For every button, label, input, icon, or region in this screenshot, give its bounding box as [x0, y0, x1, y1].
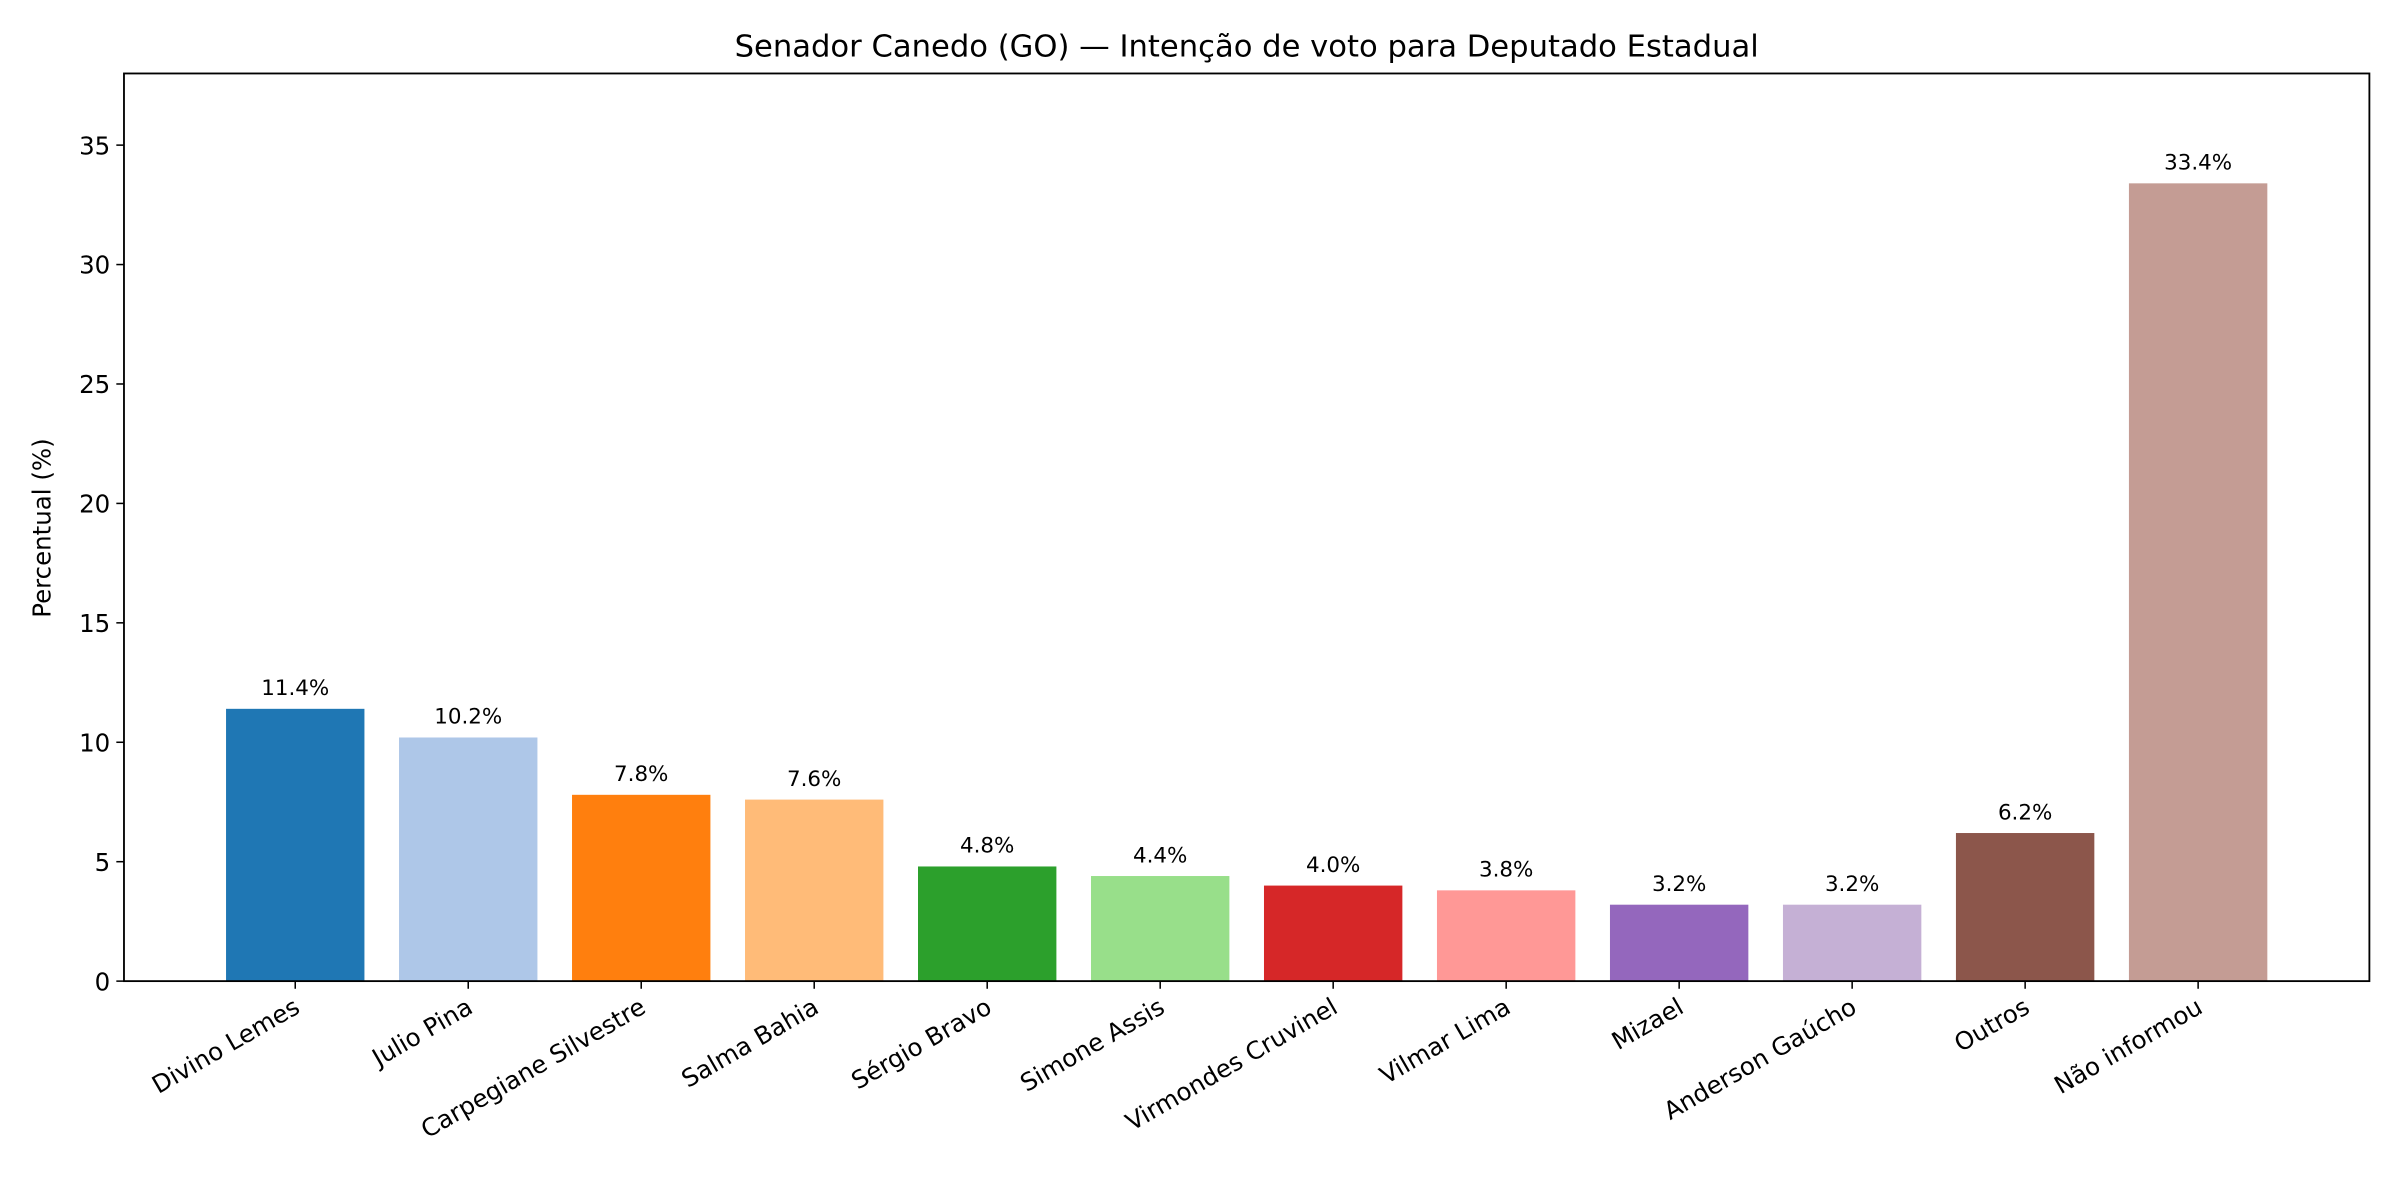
y-tick-label: 30 [79, 251, 110, 280]
bar [226, 708, 365, 982]
bar [1609, 904, 1749, 982]
bar [572, 794, 711, 982]
bar [1436, 890, 1576, 982]
bar [1782, 904, 1922, 982]
y-tick-label: 20 [79, 490, 110, 519]
bar [1955, 833, 2095, 982]
data-label: 7.8% [614, 762, 668, 787]
data-label: 33.4% [2164, 151, 2232, 176]
bar [1090, 876, 1230, 982]
y-tick-label: 15 [79, 609, 110, 638]
data-label: 10.2% [434, 705, 502, 730]
y-tick-label: 0 [95, 967, 111, 996]
data-label: 7.6% [787, 767, 841, 792]
chart-title: Senador Canedo (GO) — Intenção de voto p… [735, 30, 1759, 65]
data-label: 4.4% [1133, 843, 1187, 868]
data-label: 3.2% [1825, 872, 1879, 897]
data-label: 6.2% [1998, 800, 2052, 825]
y-tick-label: 35 [79, 131, 110, 160]
data-label: 4.0% [1306, 853, 1360, 878]
data-label: 11.4% [261, 676, 329, 701]
bar [1263, 885, 1403, 982]
bar [2128, 183, 2268, 982]
y-tick-label: 10 [79, 728, 110, 757]
bar [918, 866, 1057, 982]
axes-frame [123, 72, 2371, 983]
data-label: 3.8% [1479, 858, 1533, 883]
data-label: 4.8% [960, 834, 1014, 859]
data-label: 3.2% [1652, 872, 1706, 897]
y-axis-label: Percentual (%) [28, 438, 57, 617]
bar [745, 799, 884, 982]
bar [399, 737, 538, 982]
y-tick-label: 25 [79, 370, 110, 399]
y-tick-label: 5 [95, 848, 111, 877]
